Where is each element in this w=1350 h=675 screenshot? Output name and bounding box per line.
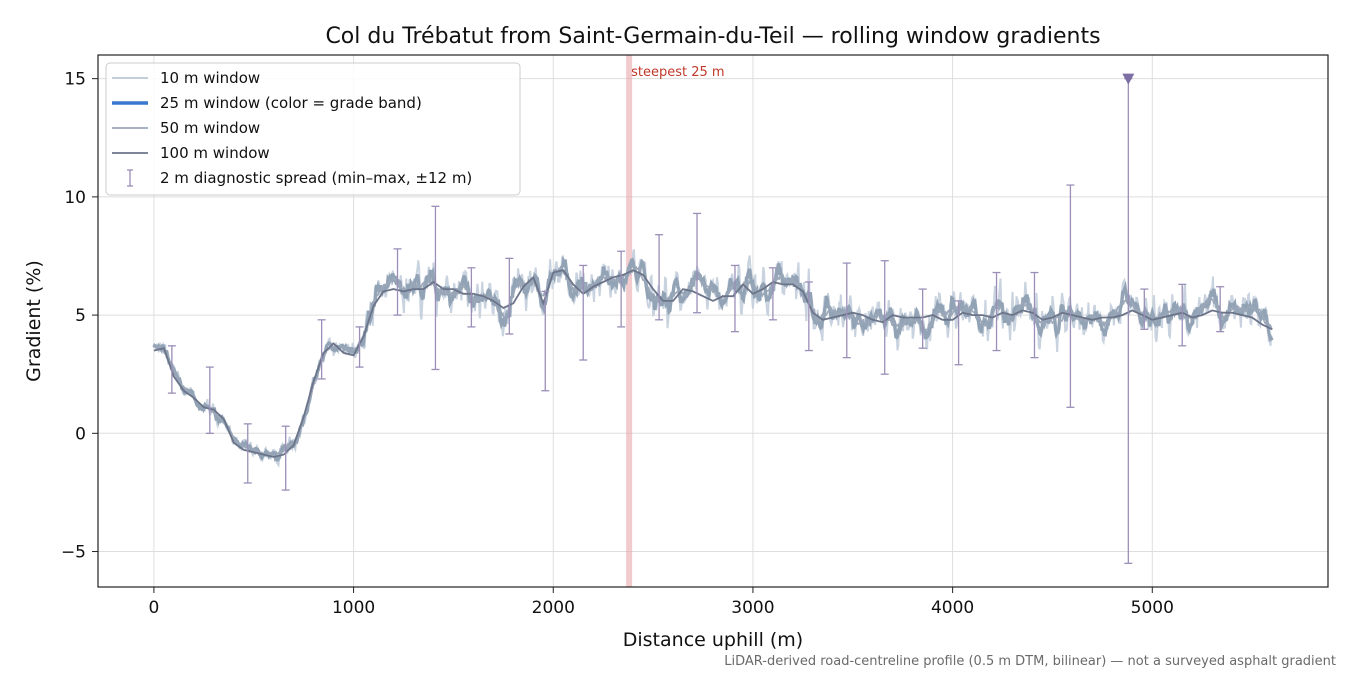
errorbar	[918, 288, 927, 349]
legend: 10 m window 25 m window (color = grade ba…	[105, 62, 521, 196]
y-axis-label: Gradient (%)	[23, 260, 45, 382]
errorbar	[693, 212, 702, 314]
x-tick-label: 4000	[931, 598, 974, 618]
errorbar	[281, 425, 290, 491]
errorbar	[541, 290, 550, 392]
y-tick-label: 15	[64, 70, 86, 90]
errorbar	[1066, 184, 1075, 408]
series-50m-window	[153, 265, 1273, 458]
max-gradient-marker	[1122, 73, 1135, 85]
errorbar	[842, 262, 851, 359]
errorbar	[167, 345, 176, 394]
errorbar	[467, 267, 476, 328]
max-marker	[1122, 73, 1135, 85]
errorbar	[431, 205, 440, 371]
legend-label-w50: 50 m window	[160, 119, 260, 137]
steepest-25m-label: steepest 25 m	[631, 65, 724, 80]
errorbar	[355, 326, 364, 368]
errorbar	[1216, 286, 1225, 333]
legend-label-errorbar: 2 m diagnostic spread (min–max, ±12 m)	[160, 169, 472, 187]
axis-ticks: 0 1000 2000 3000 4000 5000 −5 0 5 10 15	[61, 70, 1174, 618]
steepest-band: steepest 25 m	[626, 55, 725, 587]
errorbar	[992, 271, 1001, 352]
errorbar	[393, 248, 402, 316]
errorbar	[205, 366, 214, 434]
series-lines	[152, 249, 1274, 468]
errorbar	[730, 264, 739, 333]
x-tick-label: 1000	[332, 598, 375, 618]
errorbar	[617, 250, 626, 328]
errorbar	[1140, 288, 1149, 330]
x-tick-label: 5000	[1131, 598, 1174, 618]
errorbar	[1030, 271, 1039, 359]
errorbar	[505, 257, 514, 335]
x-axis-label: Distance uphill (m)	[623, 629, 803, 651]
y-tick-label: −5	[61, 543, 86, 563]
y-tick-label: 5	[75, 306, 86, 326]
errorbar	[243, 423, 252, 484]
steepest-25m-band	[626, 55, 633, 587]
y-tick-label: 10	[64, 188, 86, 208]
errorbar	[954, 300, 963, 366]
errorbar	[768, 267, 777, 321]
errorbar	[804, 281, 813, 352]
series-100m-window	[153, 269, 1273, 458]
x-tick-label: 2000	[532, 598, 575, 618]
errorbar	[1178, 283, 1187, 347]
errorbar	[317, 319, 326, 380]
errorbar	[655, 234, 664, 321]
footnote: LiDAR-derived road-centreline profile (0…	[724, 654, 1336, 669]
chart-title: Col du Trébatut from Saint-Germain-du-Te…	[325, 24, 1100, 49]
error-bars	[167, 77, 1225, 565]
x-tick-label: 0	[148, 598, 159, 618]
errorbar	[579, 264, 588, 361]
legend-box	[105, 62, 521, 196]
errorbar	[880, 260, 889, 375]
plot-frame	[97, 54, 1329, 588]
legend-label-w25: 25 m window (color = grade band)	[160, 94, 422, 112]
legend-label-w10: 10 m window	[160, 69, 260, 87]
y-tick-label: 0	[75, 424, 86, 444]
x-tick-label: 3000	[731, 598, 774, 618]
legend-label-w100: 100 m window	[160, 144, 270, 162]
